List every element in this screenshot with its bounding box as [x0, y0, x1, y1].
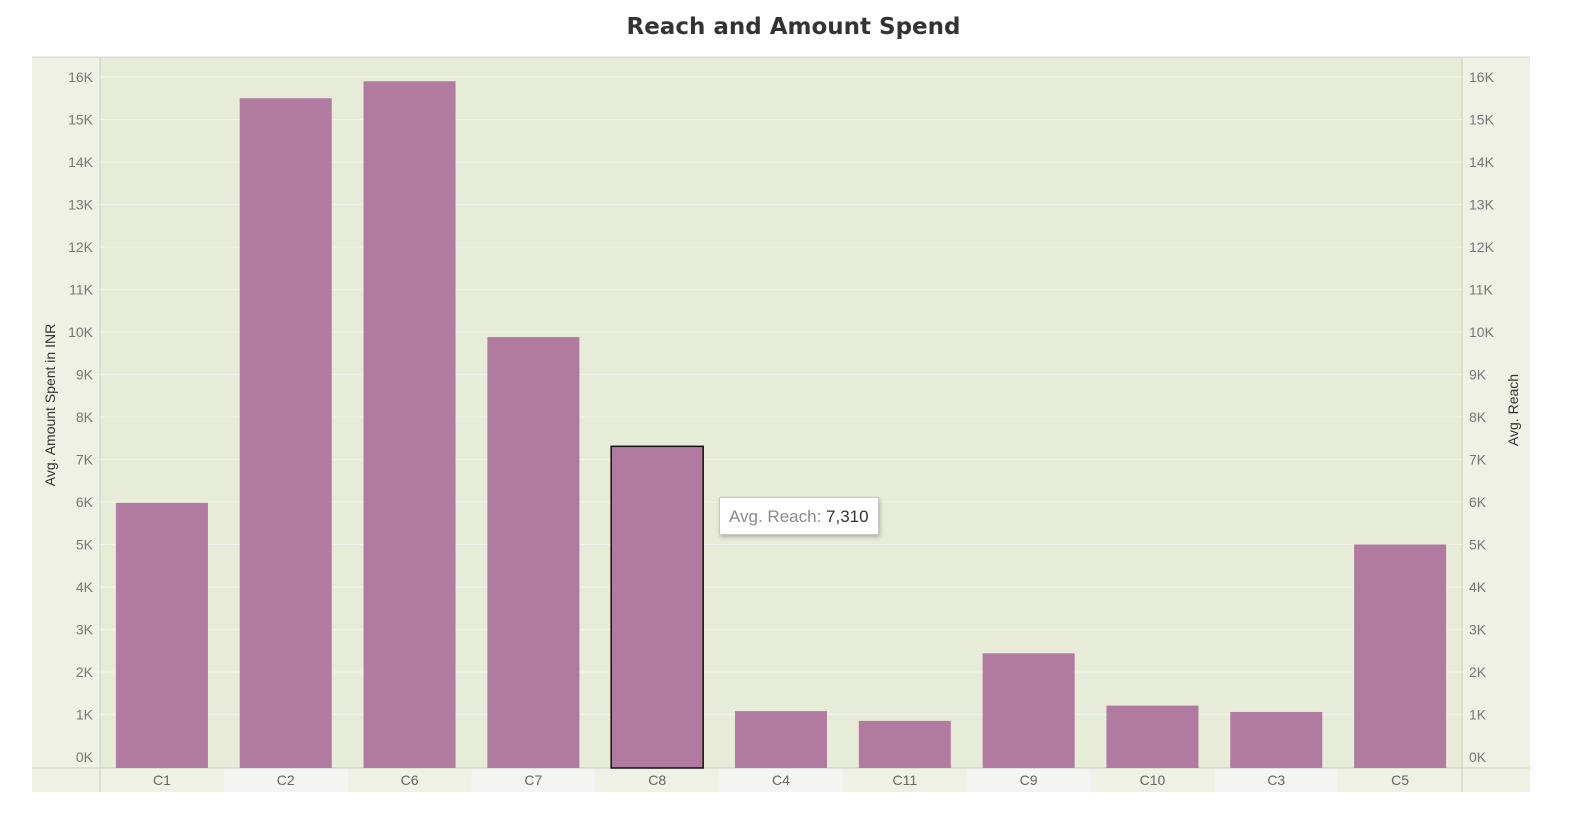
y-tick-label-right: 13K: [1469, 197, 1495, 213]
bar-c2[interactable]: [239, 98, 332, 768]
y-tick-label-left: 16K: [68, 69, 94, 85]
x-category-cell: [842, 768, 967, 792]
x-category-cell: [223, 768, 348, 792]
x-tick-label: C7: [524, 772, 542, 788]
x-tick-label: C5: [1391, 772, 1409, 788]
bar-c10[interactable]: [1106, 705, 1199, 768]
bar-c9[interactable]: [982, 653, 1075, 768]
bar-c7[interactable]: [487, 337, 580, 768]
x-category-cell: [1338, 768, 1462, 792]
x-category-cell: [595, 768, 720, 792]
y-tick-label-right: 16K: [1469, 69, 1495, 85]
y-tick-label-right: 5K: [1469, 537, 1487, 553]
x-category-cell: [347, 768, 472, 792]
chart-title: Reach and Amount Spend: [626, 14, 961, 40]
y-tick-label-right: 9K: [1469, 367, 1487, 383]
y-tick-label-left: 12K: [68, 239, 94, 255]
bar-c3[interactable]: [1230, 711, 1323, 768]
y-tick-label-left: 3K: [76, 622, 94, 638]
x-category-cell: [719, 768, 843, 792]
bar-c6[interactable]: [363, 81, 456, 768]
y-tick-label-left: 5K: [76, 537, 94, 553]
x-category-cell: [1090, 768, 1215, 792]
bar-c5[interactable]: [1354, 544, 1447, 769]
x-tick-label: C8: [648, 772, 666, 788]
y-tick-label-right: 15K: [1469, 112, 1495, 128]
y-tick-label-right: 14K: [1469, 154, 1495, 170]
y-tick-label-left: 8K: [76, 409, 94, 425]
y-tick-label-left: 11K: [69, 282, 94, 298]
y-tick-label-left: 0K: [76, 749, 94, 765]
y-tick-label-right: 2K: [1469, 664, 1487, 680]
y-tick-label-left: 15K: [68, 112, 94, 128]
tooltip: Avg. Reach: 7,310: [719, 497, 879, 535]
bar-c8[interactable]: [610, 445, 704, 769]
x-category-cell: [1214, 768, 1339, 792]
y-tick-label-right: 12K: [1469, 239, 1495, 255]
x-tick-label: C10: [1140, 772, 1166, 788]
y-tick-label-left: 14K: [68, 154, 94, 170]
y-tick-label-left: 4K: [76, 579, 94, 595]
y-tick-label-right: 4K: [1469, 579, 1487, 595]
y-tick-label-right: 0K: [1469, 749, 1487, 765]
x-tick-label: C4: [772, 772, 790, 788]
x-category-cell: [966, 768, 1091, 792]
x-tick-label: C6: [401, 772, 419, 788]
tooltip-label: Avg. Reach:: [729, 507, 822, 526]
x-category-cell: [471, 768, 596, 792]
y-axis-left-title: Avg. Amount Spent in INR: [42, 324, 58, 486]
x-tick-label: C3: [1267, 772, 1285, 788]
y-tick-label-right: 11K: [1469, 282, 1494, 298]
y-tick-label-left: 2K: [76, 664, 94, 680]
x-tick-label: C11: [892, 772, 917, 788]
y-tick-label-left: 1K: [76, 707, 94, 723]
x-tick-label: C2: [277, 772, 295, 788]
y-tick-label-left: 13K: [68, 197, 94, 213]
x-tick-label: C9: [1020, 772, 1038, 788]
x-tick-label: C1: [153, 772, 171, 788]
y-axis-right-title: Avg. Reach: [1505, 374, 1521, 446]
bar-c11[interactable]: [858, 720, 951, 768]
y-tick-label-right: 1K: [1469, 707, 1487, 723]
y-tick-label-left: 9K: [76, 367, 94, 383]
y-tick-label-left: 10K: [68, 324, 94, 340]
bar-c4[interactable]: [735, 711, 827, 768]
y-tick-label-left: 6K: [76, 494, 94, 510]
y-tick-label-right: 3K: [1469, 622, 1487, 638]
x-category-cell: [100, 768, 224, 792]
y-tick-label-right: 10K: [1469, 324, 1495, 340]
tooltip-value: 7,310: [826, 507, 869, 526]
y-tick-label-right: 6K: [1469, 494, 1487, 510]
y-tick-label-right: 8K: [1469, 409, 1487, 425]
y-tick-label-right: 7K: [1469, 452, 1487, 468]
y-tick-label-left: 7K: [76, 452, 94, 468]
bar-c1[interactable]: [115, 502, 208, 768]
